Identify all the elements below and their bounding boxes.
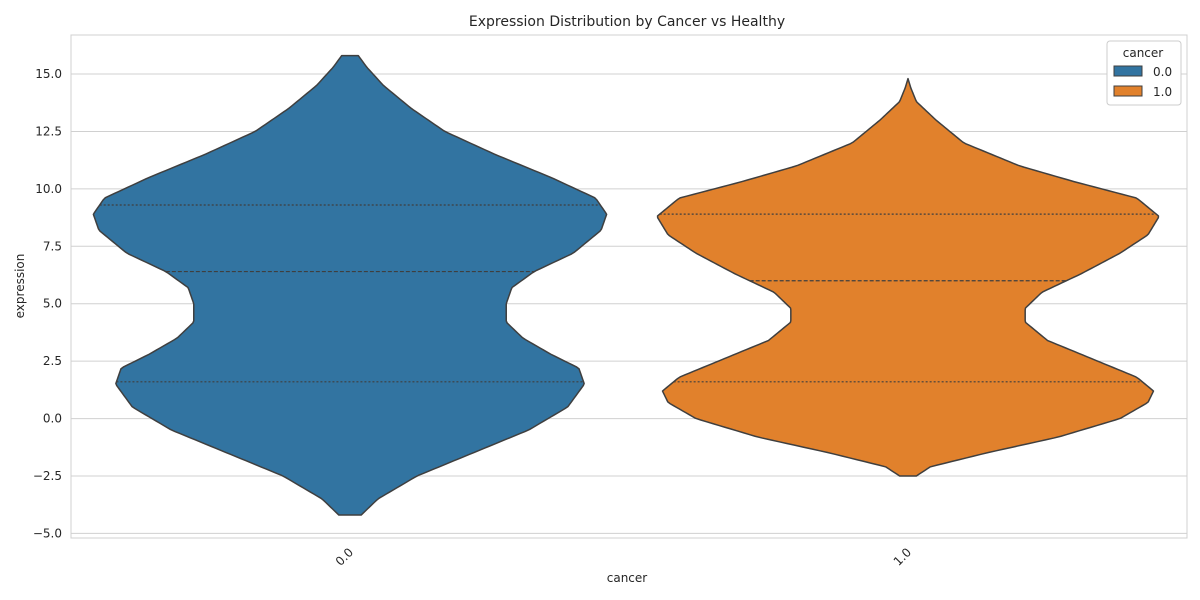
- y-tick-label: 5.0: [43, 297, 62, 311]
- y-tick-label: 10.0: [35, 182, 62, 196]
- legend: cancer 0.0 1.0: [1106, 40, 1182, 106]
- legend-label-1-0: 1.0: [1153, 85, 1172, 99]
- y-tick-label: 7.5: [43, 239, 62, 253]
- y-axis-ticks: −5.0 −2.5 0.0 2.5 5.0 7.5 10.0 12.5 15.0: [33, 67, 62, 540]
- legend-swatch-0-0: [1113, 65, 1143, 77]
- y-axis-title: expression: [13, 254, 27, 319]
- y-tick-label: 2.5: [43, 354, 62, 368]
- y-tick-label: 15.0: [35, 67, 62, 81]
- x-tick-label: 1.0: [891, 545, 914, 568]
- x-axis-ticks: 0.0 1.0: [333, 545, 914, 568]
- x-tick-label: 0.0: [333, 545, 356, 568]
- y-tick-label: 0.0: [43, 412, 62, 426]
- y-tick-label: 12.5: [35, 124, 62, 138]
- x-axis-title: cancer: [607, 571, 648, 585]
- violin-group: [92, 54, 1160, 516]
- violin-1.0: [656, 77, 1160, 477]
- chart-title: Expression Distribution by Cancer vs Hea…: [469, 14, 785, 30]
- legend-label-0-0: 0.0: [1153, 65, 1172, 79]
- y-tick-label: −2.5: [33, 469, 62, 483]
- legend-swatch-1-0: [1113, 85, 1143, 97]
- y-tick-label: −5.0: [33, 526, 62, 540]
- plot-frame: [70, 34, 1188, 539]
- legend-title: cancer: [1123, 46, 1164, 60]
- violin-0.0: [92, 54, 608, 516]
